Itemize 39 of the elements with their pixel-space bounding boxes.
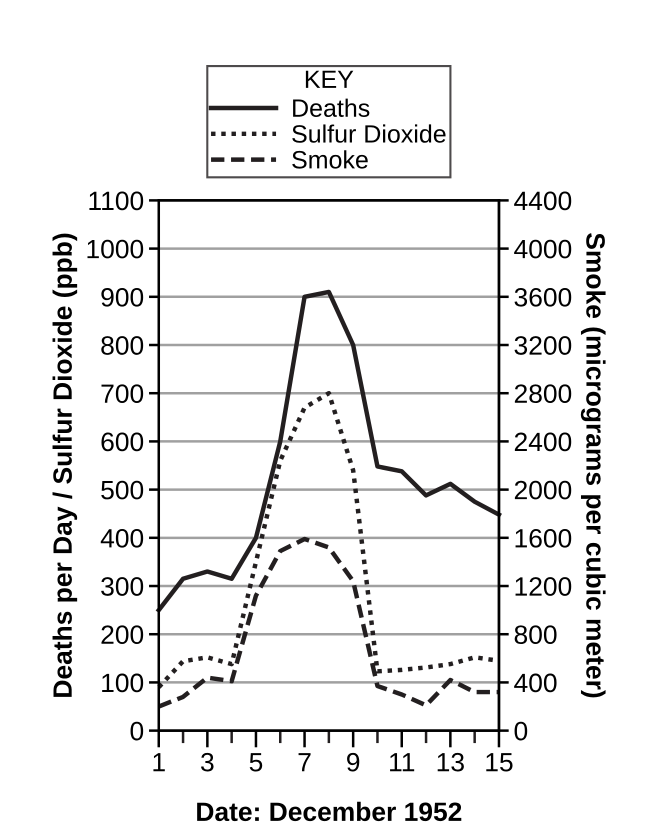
y-tick-label: 0 — [130, 722, 144, 740]
y-axis-title: Deaths per Day / Sulfur Dioxide (ppb) — [52, 234, 78, 697]
y2-tick-label: 4400 — [514, 192, 572, 210]
y-tick-label: 600 — [101, 432, 144, 452]
y-tick-label: 900 — [101, 288, 144, 307]
y-tick-label: 1100 — [89, 192, 144, 210]
x-tick-label: 7 — [298, 753, 311, 772]
legend-label: Sulfur Dioxide — [292, 124, 446, 143]
legend-title: KEY — [306, 70, 354, 88]
x-tick-label: 5 — [250, 753, 262, 772]
x-tick-label: 13 — [438, 752, 464, 772]
x-axis-title: Date: December 1952 — [197, 802, 462, 822]
y2-tick-label: 1600 — [516, 528, 572, 548]
y-tick-label: 800 — [101, 336, 144, 355]
y2-tick-label: 4000 — [514, 240, 572, 258]
x-tick-label: 1 — [153, 753, 165, 772]
y-tick-label: 300 — [101, 577, 144, 596]
y-tick-label: 1000 — [87, 240, 144, 258]
legend-label: Deaths — [293, 98, 370, 117]
y2-tick-label: 3200 — [514, 336, 572, 355]
y2-tick-label: 2400 — [514, 432, 572, 452]
y2-tick-label: 2000 — [514, 480, 572, 500]
y-tick-label: 700 — [102, 384, 144, 404]
y-tick-label: 100 — [102, 674, 144, 692]
y-tick-label: 200 — [101, 625, 144, 644]
y2-tick-label: 0 — [514, 722, 528, 740]
y2-tick-label: 400 — [514, 674, 557, 692]
legend-label: Smoke — [292, 150, 368, 169]
x-tick-label: 11 — [390, 753, 414, 772]
y2-tick-label: 1200 — [516, 577, 572, 596]
y2-tick-label: 3600 — [514, 288, 572, 307]
x-tick-label: 9 — [347, 752, 360, 772]
y-tick-label: 400 — [100, 528, 144, 548]
y2-tick-label: 800 — [514, 625, 557, 644]
y2-axis-title: Smoke (micrograms per cubic meter) — [580, 233, 606, 698]
y2-tick-label: 2800 — [514, 384, 572, 404]
x-tick-label: 3 — [201, 752, 214, 772]
x-tick-label: 15 — [486, 753, 513, 772]
y-tick-label: 500 — [101, 480, 144, 500]
